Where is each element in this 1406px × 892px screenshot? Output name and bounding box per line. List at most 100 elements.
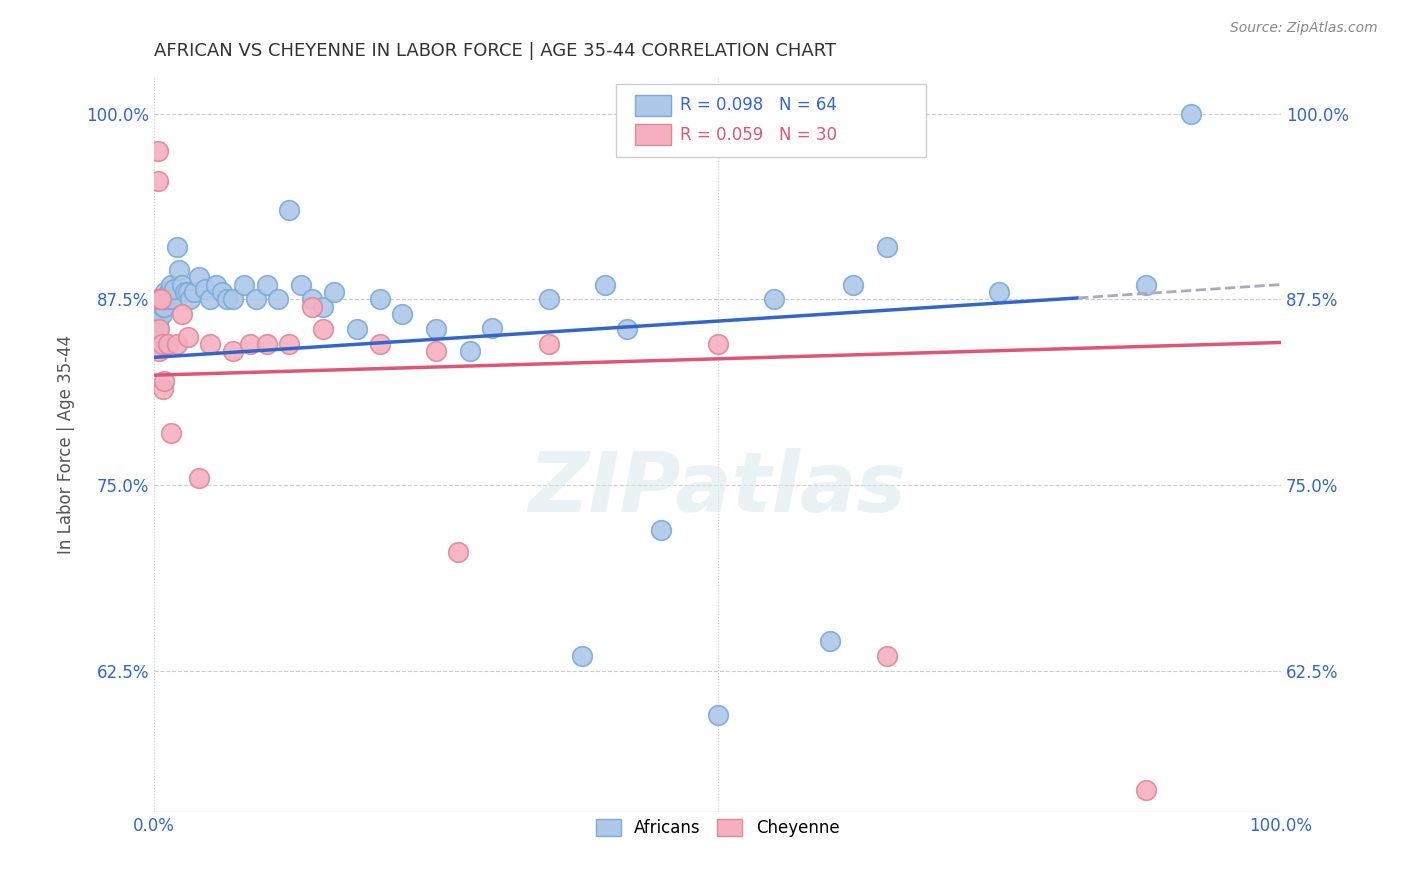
Point: [149, 293, 172, 307]
Point: [166, 337, 188, 351]
Point: [146, 293, 169, 307]
Legend: Africans, Cheyenne: Africans, Cheyenne: [589, 813, 846, 844]
Point: [312, 322, 335, 336]
Point: [312, 300, 335, 314]
Point: [346, 322, 368, 336]
Point: [152, 300, 174, 314]
Text: AFRICAN VS CHEYENNE IN LABOR FORCE | AGE 35-44 CORRELATION CHART: AFRICAN VS CHEYENNE IN LABOR FORCE | AGE…: [155, 42, 837, 60]
Point: [211, 285, 233, 299]
Point: [818, 634, 841, 648]
Point: [177, 329, 200, 343]
Point: [148, 322, 170, 336]
Point: [481, 320, 503, 334]
Point: [425, 322, 447, 336]
Point: [650, 523, 672, 537]
Point: [152, 293, 174, 307]
Point: [146, 173, 169, 187]
Point: [172, 277, 194, 292]
Point: [153, 300, 176, 314]
Bar: [636, 95, 671, 116]
Point: [156, 293, 179, 307]
Point: [194, 282, 217, 296]
Point: [239, 337, 262, 351]
Point: [425, 344, 447, 359]
Point: [150, 307, 173, 321]
Point: [1135, 277, 1157, 292]
Point: [149, 293, 172, 307]
Point: [149, 293, 172, 307]
Point: [616, 322, 638, 336]
Point: [222, 344, 245, 359]
Point: [163, 282, 186, 296]
Point: [150, 297, 173, 311]
Bar: [636, 124, 671, 145]
Text: R = 0.059   N = 30: R = 0.059 N = 30: [681, 126, 838, 144]
Point: [160, 293, 183, 307]
Point: [256, 337, 278, 351]
Point: [222, 293, 245, 307]
Point: [323, 285, 346, 299]
Point: [146, 293, 169, 307]
Point: [537, 337, 560, 351]
Point: [177, 285, 200, 299]
Point: [278, 203, 301, 218]
Point: [447, 545, 470, 559]
Text: ZIPatlas: ZIPatlas: [529, 448, 907, 529]
Y-axis label: In Labor Force | Age 35-44: In Labor Force | Age 35-44: [58, 334, 75, 554]
Text: Source: ZipAtlas.com: Source: ZipAtlas.com: [1230, 21, 1378, 35]
Point: [146, 315, 169, 329]
Point: [245, 293, 267, 307]
Point: [155, 285, 177, 299]
Point: [200, 293, 222, 307]
Point: [233, 277, 256, 292]
Point: [188, 470, 211, 484]
Point: [706, 337, 728, 351]
Point: [256, 277, 278, 292]
Point: [149, 302, 172, 317]
Point: [391, 307, 413, 321]
Point: [173, 285, 195, 299]
Point: [278, 337, 301, 351]
Point: [368, 337, 391, 351]
Point: [167, 262, 190, 277]
Point: [146, 322, 169, 336]
Point: [537, 293, 560, 307]
Point: [150, 337, 173, 351]
Point: [368, 293, 391, 307]
Point: [217, 293, 239, 307]
Point: [842, 277, 865, 292]
Point: [148, 344, 170, 359]
Point: [160, 277, 183, 292]
Point: [188, 270, 211, 285]
Point: [156, 337, 179, 351]
Point: [153, 293, 176, 307]
Point: [593, 277, 616, 292]
Text: R = 0.098   N = 64: R = 0.098 N = 64: [681, 96, 837, 114]
Point: [458, 344, 481, 359]
Point: [166, 240, 188, 254]
Point: [146, 144, 169, 158]
Point: [149, 300, 172, 314]
Point: [1180, 106, 1202, 120]
Point: [153, 374, 176, 388]
Point: [179, 293, 201, 307]
Point: [172, 307, 194, 321]
Point: [706, 708, 728, 723]
Point: [155, 293, 177, 307]
Point: [301, 293, 323, 307]
Point: [267, 293, 290, 307]
Point: [1135, 782, 1157, 797]
Point: [160, 426, 183, 441]
Point: [876, 240, 898, 254]
FancyBboxPatch shape: [616, 84, 927, 158]
Point: [205, 277, 228, 292]
Point: [146, 300, 169, 314]
Point: [157, 285, 180, 299]
Point: [146, 307, 169, 321]
Point: [149, 293, 172, 307]
Point: [301, 300, 323, 314]
Point: [876, 648, 898, 663]
Point: [571, 648, 593, 663]
Point: [152, 382, 174, 396]
Point: [988, 285, 1011, 299]
